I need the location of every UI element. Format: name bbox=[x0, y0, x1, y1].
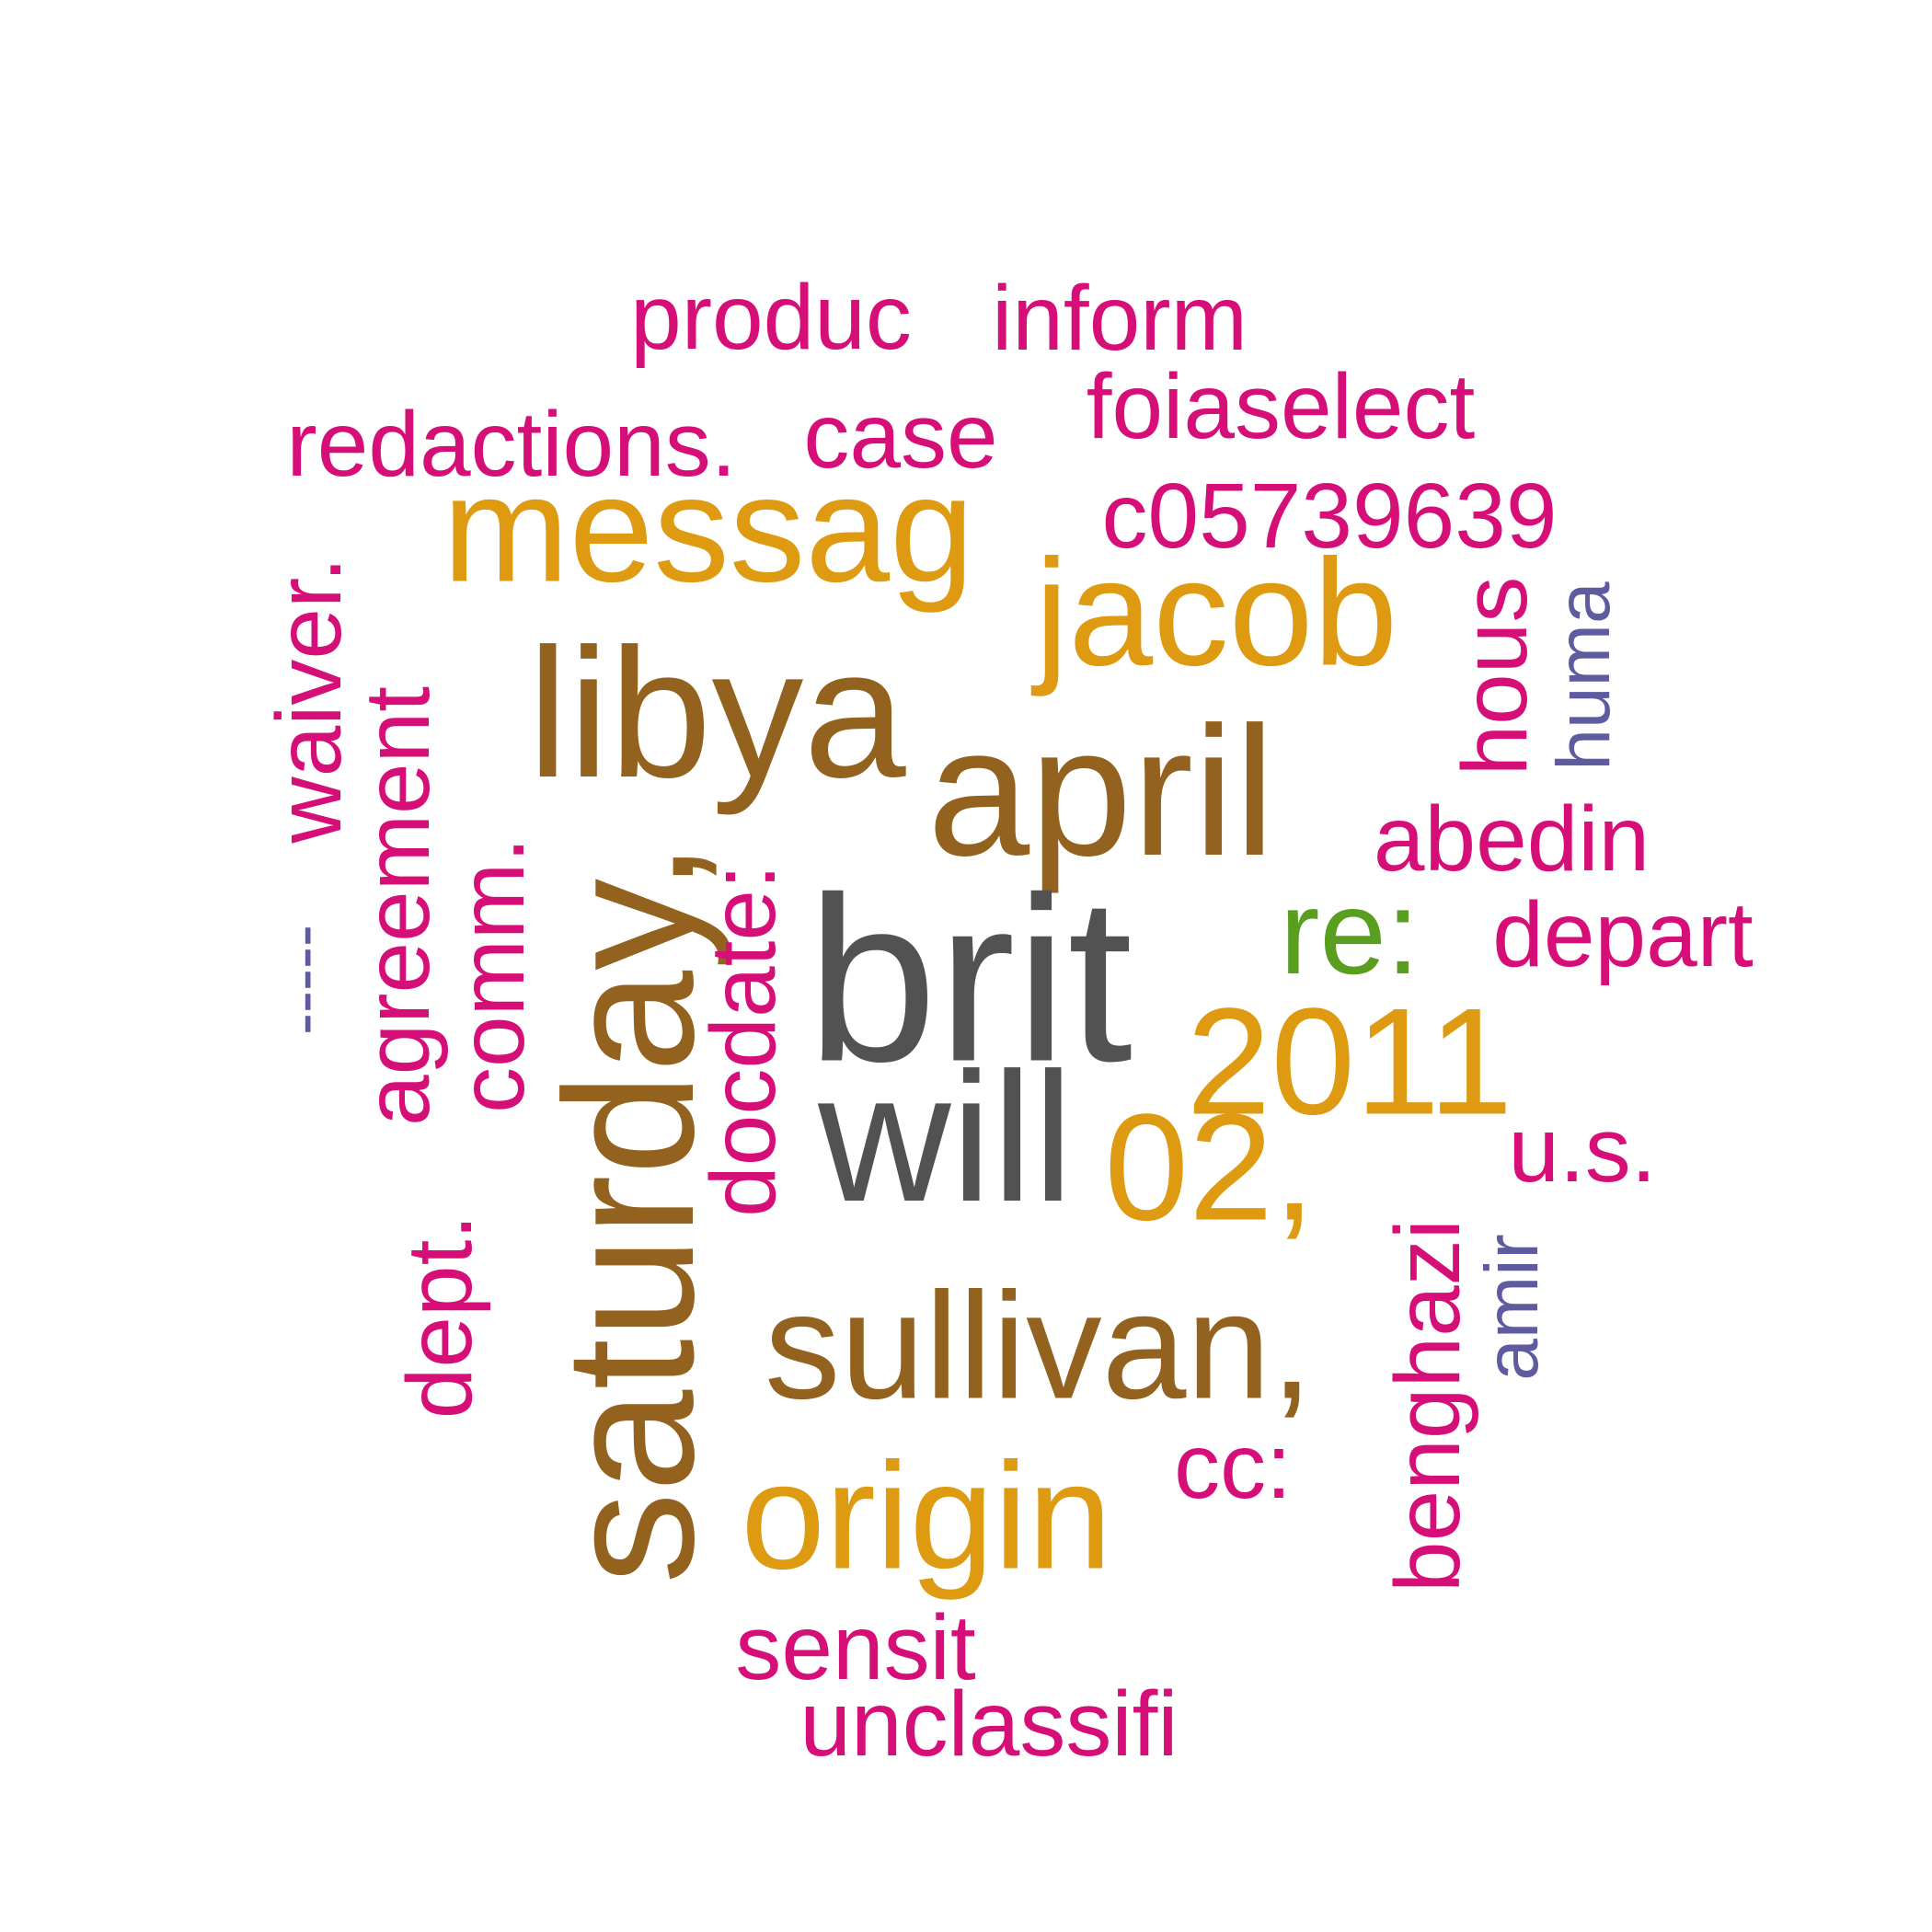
word-amir: amir bbox=[1470, 1234, 1554, 1381]
word-sensit: sensit bbox=[735, 1596, 976, 1699]
word-agreement: agreement bbox=[346, 685, 449, 1127]
word-02: 02, bbox=[1104, 1082, 1316, 1252]
word-case: case bbox=[803, 385, 998, 488]
word-inform: inform bbox=[992, 267, 1248, 370]
word-2011: 2011 bbox=[1186, 976, 1513, 1146]
word-benghazi: benghazi bbox=[1376, 1219, 1479, 1593]
word-waiver: waiver. bbox=[258, 557, 361, 844]
word-abedin: abedin bbox=[1373, 788, 1650, 891]
word-messag: messag bbox=[443, 443, 974, 614]
word-dashes: ----- bbox=[267, 925, 340, 1035]
word-redactions: redactions. bbox=[286, 393, 737, 496]
word-brit: brit bbox=[806, 848, 1133, 1111]
word-us: u.s. bbox=[1508, 1098, 1657, 1202]
word-produc: produc bbox=[630, 266, 912, 369]
word-libya: libya bbox=[527, 611, 906, 816]
word-unclassifi: unclassifi bbox=[799, 1673, 1179, 1776]
word-jacob: jacob bbox=[1034, 527, 1398, 697]
word-docdate: docdate: bbox=[692, 864, 795, 1217]
word-sullivan: sullivan, bbox=[764, 1260, 1314, 1431]
word-april: april bbox=[927, 689, 1275, 894]
word-will: will bbox=[818, 1035, 1074, 1240]
word-re: re: bbox=[1280, 865, 1420, 999]
word-origin: origin bbox=[741, 1431, 1112, 1601]
word-foiaselect: foiaselect bbox=[1086, 355, 1476, 458]
word-hous: hous bbox=[1443, 576, 1547, 776]
word-cc: cc: bbox=[1174, 1415, 1292, 1518]
word-depart: depart bbox=[1492, 883, 1754, 986]
word-huma: huma bbox=[1542, 581, 1626, 771]
word-c05739639: c05739639 bbox=[1101, 465, 1558, 568]
word-dept: dept. bbox=[388, 1213, 491, 1420]
word-comm: comm. bbox=[441, 837, 544, 1113]
